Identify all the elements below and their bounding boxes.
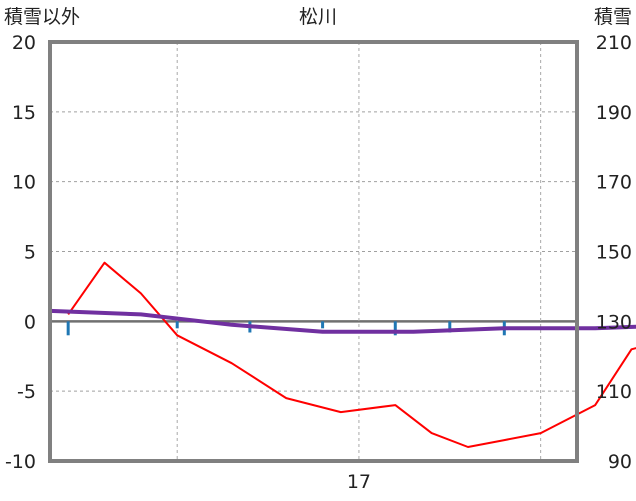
grid-layer [50, 42, 577, 461]
left-axis-label: 積雪以外 [4, 6, 80, 28]
right-tick-label: 190 [596, 102, 632, 124]
snow_depth-line [49, 308, 636, 334]
plot-frame [48, 40, 579, 463]
left-tick-label: 5 [24, 242, 36, 264]
snowfall-bar [175, 321, 179, 329]
tick-labels: 20151050-5-10210190170150130110901720232… [5, 32, 632, 493]
x-tick-label: 17 [347, 471, 371, 493]
left-tick-label: 15 [12, 102, 36, 124]
right-tick-label: 150 [596, 242, 632, 264]
snowfall-bar [393, 321, 397, 336]
left-tick-label: -10 [5, 451, 36, 473]
left-tick-label: 0 [24, 311, 36, 333]
left-tick-label: 10 [12, 172, 36, 194]
snowfall-bar [448, 321, 452, 333]
left-tick-label: 20 [12, 32, 36, 54]
chart-title: 松川 [299, 6, 337, 28]
series-lines [49, 261, 636, 448]
right-axis-label: 積雪 [594, 6, 632, 28]
right-tick-label: 90 [608, 451, 632, 473]
snowfall-bar [66, 321, 70, 336]
right-tick-label: 110 [596, 381, 632, 403]
left-tick-label: -5 [17, 381, 36, 403]
snowfall-bar [321, 321, 325, 329]
right-tick-label: 210 [596, 32, 632, 54]
right-tick-label: 170 [596, 172, 632, 194]
right-tick-label: 130 [596, 311, 632, 333]
